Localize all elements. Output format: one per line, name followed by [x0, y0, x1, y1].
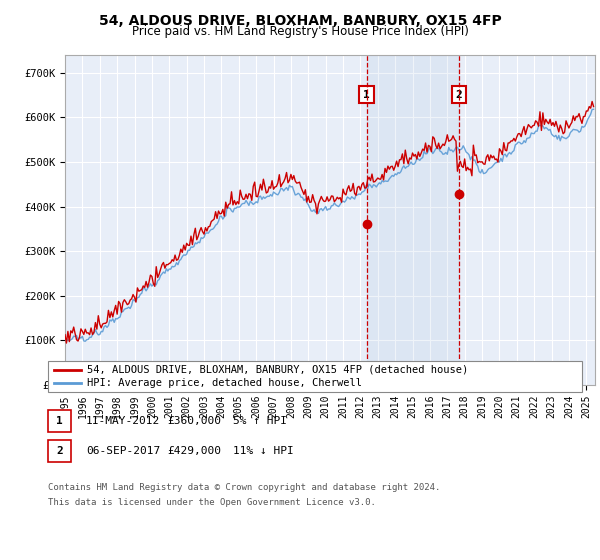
Text: 11% ↓ HPI: 11% ↓ HPI: [233, 446, 293, 456]
Text: 06-SEP-2017: 06-SEP-2017: [86, 446, 160, 456]
Text: 54, ALDOUS DRIVE, BLOXHAM, BANBURY, OX15 4FP (detached house): 54, ALDOUS DRIVE, BLOXHAM, BANBURY, OX15…: [87, 365, 468, 375]
Text: 5% ↑ HPI: 5% ↑ HPI: [233, 416, 287, 426]
Text: This data is licensed under the Open Government Licence v3.0.: This data is licensed under the Open Gov…: [48, 498, 376, 507]
Text: 1: 1: [363, 90, 370, 100]
Text: £360,000: £360,000: [167, 416, 221, 426]
Bar: [367, 55, 459, 385]
Text: 2: 2: [56, 446, 63, 456]
Text: 11-MAY-2012: 11-MAY-2012: [86, 416, 160, 426]
Text: 1: 1: [56, 416, 63, 426]
Text: Price paid vs. HM Land Registry's House Price Index (HPI): Price paid vs. HM Land Registry's House …: [131, 25, 469, 38]
Text: 2: 2: [456, 90, 463, 100]
Text: £429,000: £429,000: [167, 446, 221, 456]
Text: HPI: Average price, detached house, Cherwell: HPI: Average price, detached house, Cher…: [87, 379, 362, 389]
Text: Contains HM Land Registry data © Crown copyright and database right 2024.: Contains HM Land Registry data © Crown c…: [48, 483, 440, 492]
Text: 54, ALDOUS DRIVE, BLOXHAM, BANBURY, OX15 4FP: 54, ALDOUS DRIVE, BLOXHAM, BANBURY, OX15…: [98, 14, 502, 28]
